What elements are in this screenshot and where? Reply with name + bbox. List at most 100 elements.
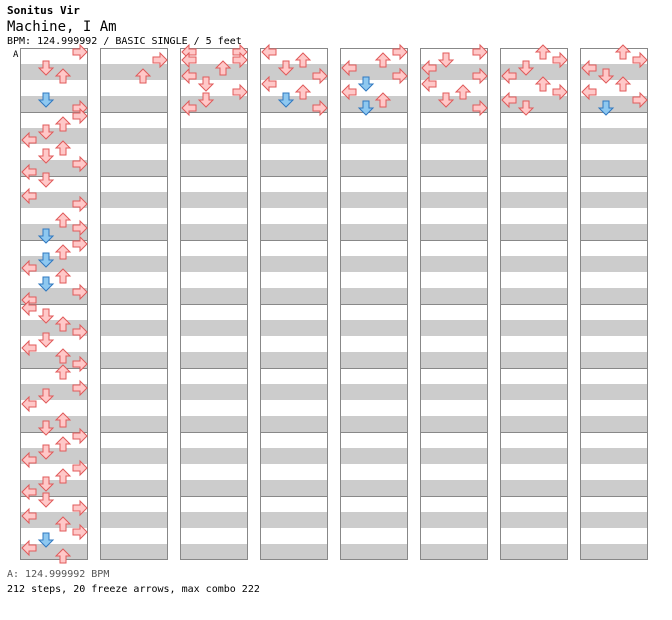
stripe (580, 384, 648, 400)
stripe (500, 96, 568, 112)
stripe (260, 160, 328, 176)
stripe (260, 544, 328, 560)
stripe (420, 480, 488, 496)
stripe (180, 544, 248, 560)
stripe (100, 384, 168, 400)
arrow-down (37, 92, 55, 108)
stripe (340, 128, 408, 144)
stripe (180, 224, 248, 240)
arrow-left (421, 59, 437, 77)
stripe (180, 320, 248, 336)
arrow-up (54, 316, 72, 332)
stripe (20, 192, 88, 208)
stripe (20, 480, 88, 496)
stripe (340, 480, 408, 496)
column-border (340, 48, 408, 560)
stripe (580, 128, 648, 144)
stripe (340, 224, 408, 240)
stripe (500, 416, 568, 432)
stripe (500, 288, 568, 304)
arrow-down (597, 68, 615, 84)
arrow-right (392, 43, 408, 61)
stripe (580, 480, 648, 496)
arrow-right (232, 51, 248, 69)
arrow-right (472, 43, 488, 61)
arrow-up (374, 92, 392, 108)
stripe (420, 416, 488, 432)
stripe (580, 320, 648, 336)
arrow-down (37, 444, 55, 460)
stripe (100, 128, 168, 144)
arrow-up (214, 60, 232, 76)
arrow-up (54, 468, 72, 484)
arrow-up (54, 68, 72, 84)
artist-name: Sonitus Vir (7, 4, 80, 17)
arrow-down (277, 60, 295, 76)
arrow-up (614, 76, 632, 92)
stripe (420, 224, 488, 240)
arrow-right (312, 99, 328, 117)
arrow-up (454, 84, 472, 100)
stripe (420, 128, 488, 144)
arrow-up (374, 52, 392, 68)
stripe (580, 352, 648, 368)
arrow-left (21, 131, 37, 149)
stripe (580, 416, 648, 432)
arrow-down (277, 92, 295, 108)
arrow-up (54, 516, 72, 532)
stripe (420, 320, 488, 336)
stripe (420, 64, 488, 80)
arrow-up (54, 116, 72, 132)
arrow-down (37, 388, 55, 404)
arrow-left (181, 67, 197, 85)
arrow-left (21, 451, 37, 469)
stripe (100, 512, 168, 528)
stripe (500, 384, 568, 400)
stripe (20, 320, 88, 336)
stripe (20, 96, 88, 112)
stripe (500, 352, 568, 368)
arrow-right (232, 83, 248, 101)
arrow-right (152, 51, 168, 69)
stripe (580, 288, 648, 304)
arrow-down (37, 60, 55, 76)
stripe (100, 448, 168, 464)
arrow-right (72, 219, 88, 237)
arrow-right (72, 459, 88, 477)
stripe (100, 480, 168, 496)
stripe (260, 192, 328, 208)
arrow-right (552, 83, 568, 101)
stripe (260, 448, 328, 464)
stripe (20, 352, 88, 368)
stripe (500, 224, 568, 240)
stripe (500, 192, 568, 208)
stripe (340, 320, 408, 336)
arrow-up (54, 212, 72, 228)
stripe (20, 256, 88, 272)
arrow-up (54, 548, 72, 564)
stripe (420, 512, 488, 528)
step-stats: 212 steps, 20 freeze arrows, max combo 2… (7, 584, 260, 595)
arrow-down (37, 228, 55, 244)
arrow-left (21, 339, 37, 357)
column-border (180, 48, 248, 560)
stripe (420, 448, 488, 464)
arrow-down (37, 420, 55, 436)
arrow-right (72, 427, 88, 445)
stripe (260, 64, 328, 80)
arrow-down (37, 492, 55, 508)
arrow-up (54, 348, 72, 364)
stripe (20, 544, 88, 560)
arrow-up (534, 44, 552, 60)
column-border (260, 48, 328, 560)
arrow-down (37, 172, 55, 188)
arrow-right (72, 43, 88, 61)
bpm-summary: A: 124.999992 BPM (7, 569, 110, 580)
arrow-left (21, 259, 37, 277)
stripe (340, 448, 408, 464)
arrow-down (357, 76, 375, 92)
column-border (500, 48, 568, 560)
arrow-left (21, 539, 37, 557)
stripe (580, 64, 648, 80)
